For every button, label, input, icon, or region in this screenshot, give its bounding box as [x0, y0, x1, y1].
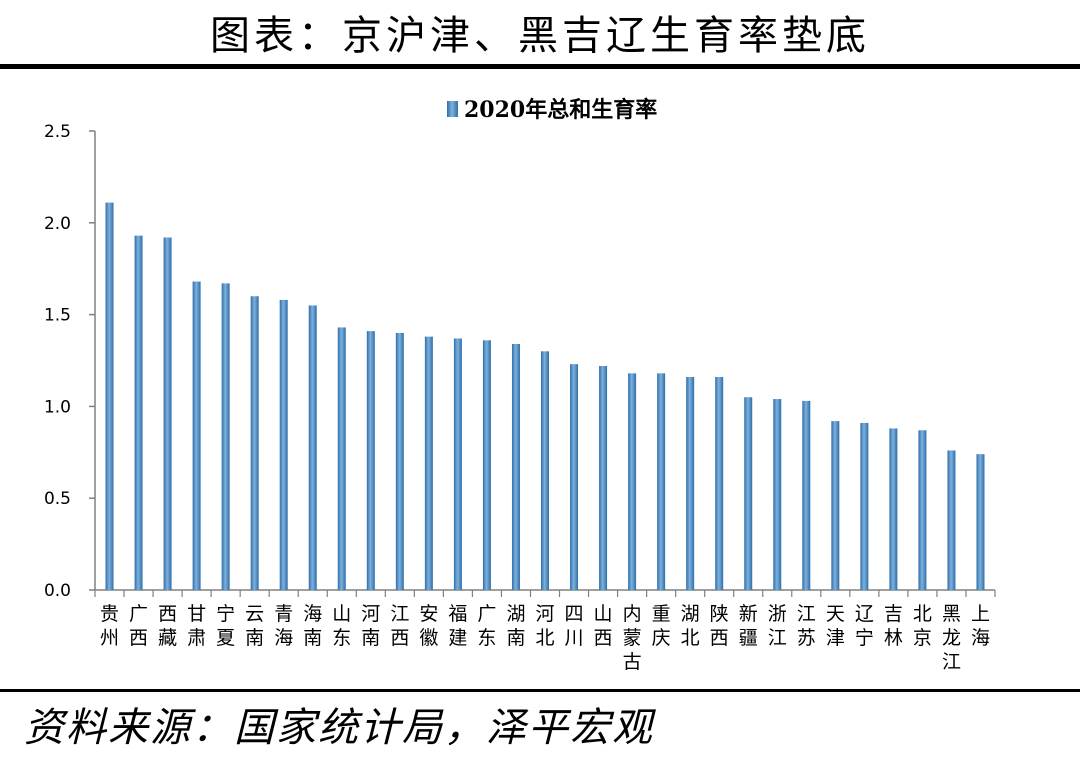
legend: 2020年总和生育率 [447, 97, 657, 123]
x-tick-label: 山东 [332, 603, 351, 649]
y-tick-label: 1.5 [44, 306, 71, 326]
bar [541, 351, 549, 590]
y-axis: 0.0 0.5 1.0 1.5 2.0 2.5 [44, 122, 96, 601]
y-tick-label: 2.0 [44, 214, 71, 234]
x-tick-label: 海南 [303, 603, 322, 649]
x-tick-label: 山西 [594, 603, 613, 649]
x-tick-label: 上海 [971, 603, 990, 649]
bar [860, 422, 869, 590]
bar-chart: 2020年总和生育率 0.0 0.5 1.0 1.5 2.0 2.5 贵州广西西藏甘肃宁夏… [44, 97, 996, 673]
bar [918, 430, 927, 590]
x-tick-label: 黑龙江 [942, 603, 961, 673]
x-tick-label: 内蒙古 [623, 603, 642, 673]
bar [279, 299, 288, 590]
bar [686, 377, 695, 590]
x-axis [94, 589, 996, 597]
x-tick-label: 青海 [274, 603, 293, 649]
x-tick-label: 西藏 [158, 603, 177, 649]
bar [657, 373, 666, 590]
x-tick-label: 甘肃 [187, 603, 206, 649]
bar [105, 202, 114, 590]
bar [424, 336, 433, 590]
x-tick-label: 河南 [361, 603, 380, 649]
bar [715, 377, 724, 590]
x-tick-label: 河北 [535, 603, 554, 649]
x-tick-label: 湖南 [506, 603, 525, 649]
bar [831, 421, 840, 590]
x-tick-label: 新疆 [739, 603, 758, 649]
x-tick-label: 浙江 [768, 603, 787, 649]
category-labels: 贵州广西西藏甘肃宁夏云南青海海南山东河南江西安徽福建广东湖南河北四川山西内蒙古重… [100, 603, 990, 673]
bar [947, 450, 956, 590]
x-tick-label: 吉林 [884, 603, 903, 649]
bar [337, 327, 346, 590]
bar [482, 340, 491, 590]
bar [134, 235, 143, 591]
bar-series [105, 202, 985, 591]
x-tick-label: 福建 [448, 603, 467, 649]
bar [453, 338, 462, 590]
x-tick-label: 云南 [245, 603, 264, 649]
legend-swatch [447, 101, 458, 117]
x-tick-label: 湖北 [681, 603, 700, 649]
x-tick-label: 陕西 [710, 603, 729, 649]
y-tick-label: 0.5 [44, 489, 71, 509]
bar [221, 283, 230, 590]
bar [570, 364, 579, 590]
bar [308, 305, 317, 590]
bar [163, 237, 172, 590]
bar [889, 428, 898, 590]
x-tick-label: 重庆 [652, 603, 671, 649]
bar [773, 399, 782, 590]
bar [250, 296, 259, 590]
bar [976, 454, 985, 590]
bar [599, 366, 608, 590]
source-note: 资料来源：国家统计局，泽平宏观 [24, 705, 654, 751]
y-tick-label: 1.0 [44, 397, 71, 417]
x-tick-label: 北京 [913, 603, 932, 649]
x-tick-label: 四川 [565, 603, 584, 649]
x-tick-label: 江苏 [797, 603, 816, 649]
legend-label: 2020年总和生育率 [464, 97, 657, 123]
x-tick-label: 宁夏 [216, 603, 235, 649]
x-tick-label: 安徽 [419, 603, 438, 649]
x-tick-label: 天津 [826, 603, 845, 649]
x-tick-label: 广东 [477, 603, 496, 649]
bar [395, 332, 404, 590]
bottom-rule [0, 689, 1080, 692]
bar [744, 397, 753, 590]
y-tick-label: 0.0 [44, 581, 71, 601]
x-tick-label: 辽宁 [855, 603, 874, 649]
bar [192, 281, 201, 590]
x-tick-label: 贵州 [100, 603, 119, 649]
bar [628, 373, 637, 590]
chart-title: 图表：京沪津、黑吉辽生育率垫底 [210, 13, 870, 59]
bar [366, 331, 375, 590]
top-rule [0, 64, 1080, 69]
x-tick-label: 江西 [390, 603, 409, 649]
bar [802, 400, 811, 590]
y-tick-label: 2.5 [44, 122, 71, 142]
x-tick-label: 广西 [129, 603, 148, 649]
bar [511, 343, 520, 590]
